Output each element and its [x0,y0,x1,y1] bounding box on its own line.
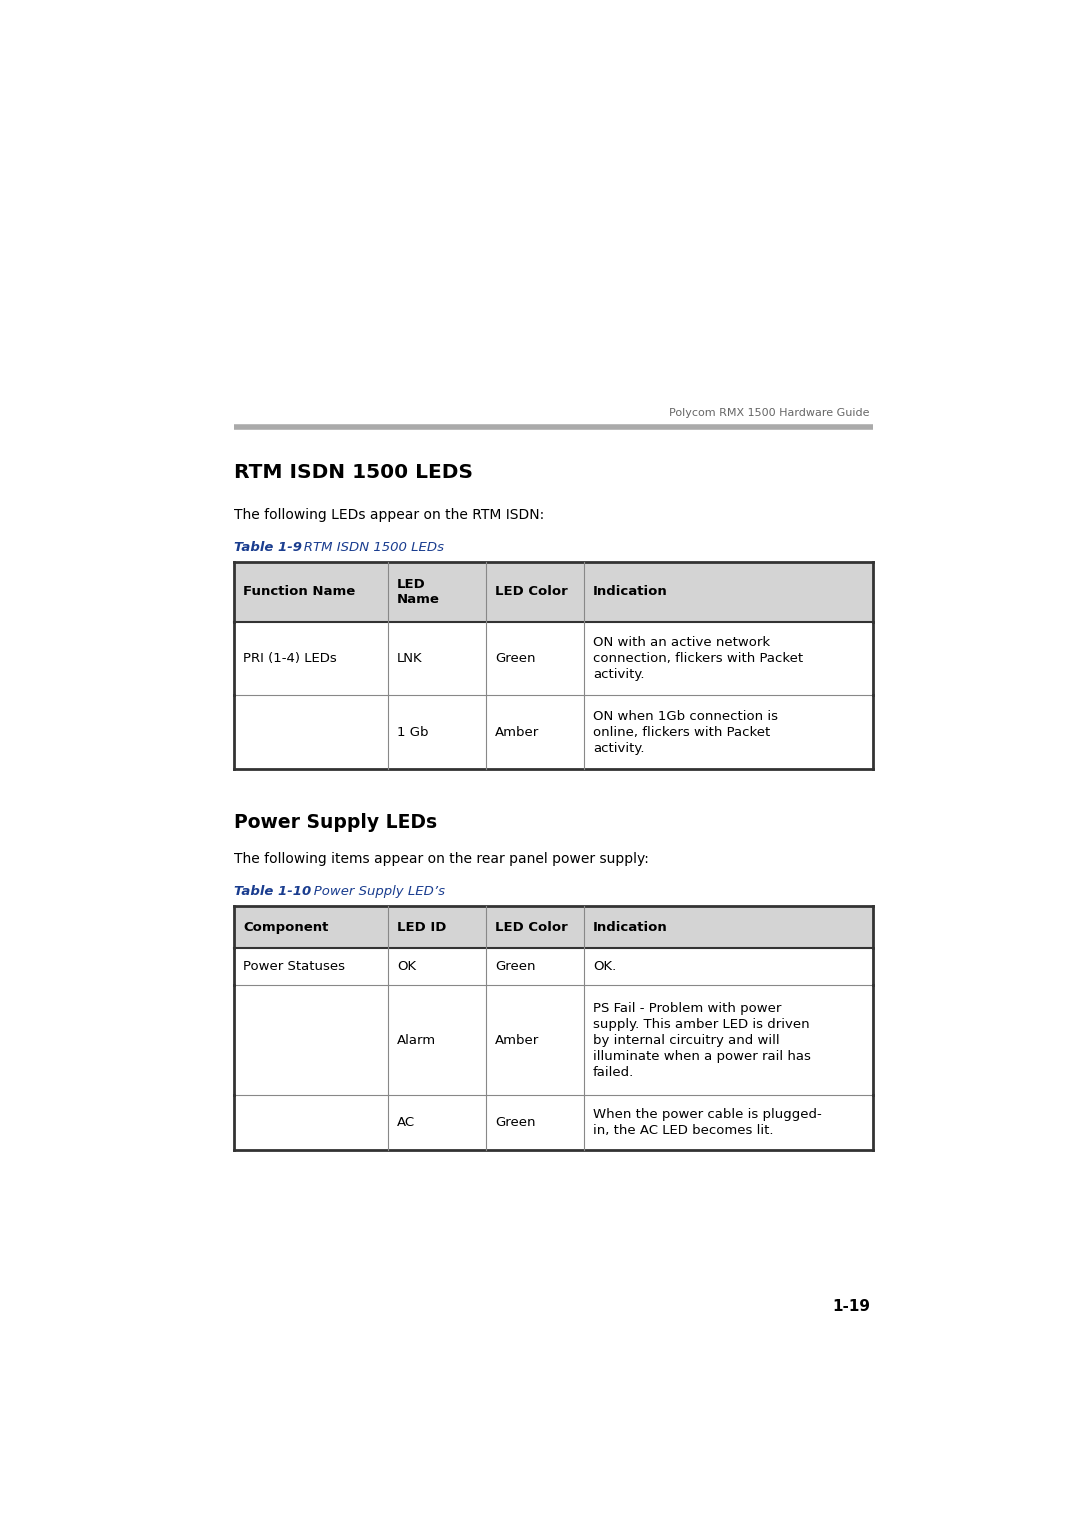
Text: Amber: Amber [495,725,539,739]
Text: Alarm: Alarm [397,1034,436,1046]
Text: Indication: Indication [593,585,667,599]
Text: LED Color: LED Color [495,585,568,599]
Text: LED
Name: LED Name [397,577,440,606]
Text: Green: Green [495,1116,536,1128]
Text: LNK: LNK [397,652,423,666]
Text: Green: Green [495,960,536,973]
Text: Indication: Indication [593,921,667,933]
Text: Component: Component [243,921,328,933]
Text: Table 1-10: Table 1-10 [233,886,311,898]
Text: Power Supply LED’s: Power Supply LED’s [300,886,445,898]
Text: The following items appear on the rear panel power supply:: The following items appear on the rear p… [233,852,649,866]
Text: The following LEDs appear on the RTM ISDN:: The following LEDs appear on the RTM ISD… [233,508,544,522]
Text: OK.: OK. [593,960,616,973]
Bar [233,695,874,768]
Text: 1 Gb: 1 Gb [397,725,429,739]
Text: 1-19: 1-19 [832,1299,869,1315]
Text: Polycom RMX 1500 Hardware Guide: Polycom RMX 1500 Hardware Guide [670,408,869,418]
Text: AC: AC [397,1116,416,1128]
Text: LED ID: LED ID [397,921,446,933]
Bar [233,907,874,948]
Text: RTM ISDN 1500 LEDs: RTM ISDN 1500 LEDs [291,541,444,554]
Text: LED Color: LED Color [495,921,568,933]
Text: ON with an active network
connection, flickers with Packet
activity.: ON with an active network connection, fl… [593,637,802,681]
Text: OK: OK [397,960,416,973]
Text: Power Statuses: Power Statuses [243,960,345,973]
Bar [233,1095,874,1150]
Text: Amber: Amber [495,1034,539,1046]
Bar [233,621,874,695]
Text: Function Name: Function Name [243,585,355,599]
Text: RTM ISDN 1500 LEDS: RTM ISDN 1500 LEDS [233,463,473,483]
Text: When the power cable is plugged-
in, the AC LED becomes lit.: When the power cable is plugged- in, the… [593,1109,822,1138]
Text: Power Supply LEDs: Power Supply LEDs [233,814,437,832]
Text: PRI (1-4) LEDs: PRI (1-4) LEDs [243,652,337,666]
Text: Green: Green [495,652,536,666]
Text: Table 1-9: Table 1-9 [233,541,301,554]
Bar [233,985,874,1095]
Bar [233,562,874,621]
Text: ON when 1Gb connection is
online, flickers with Packet
activity.: ON when 1Gb connection is online, flicke… [593,710,778,754]
Bar [233,948,874,985]
Text: PS Fail - Problem with power
supply. This amber LED is driven
by internal circui: PS Fail - Problem with power supply. Thi… [593,1002,811,1078]
